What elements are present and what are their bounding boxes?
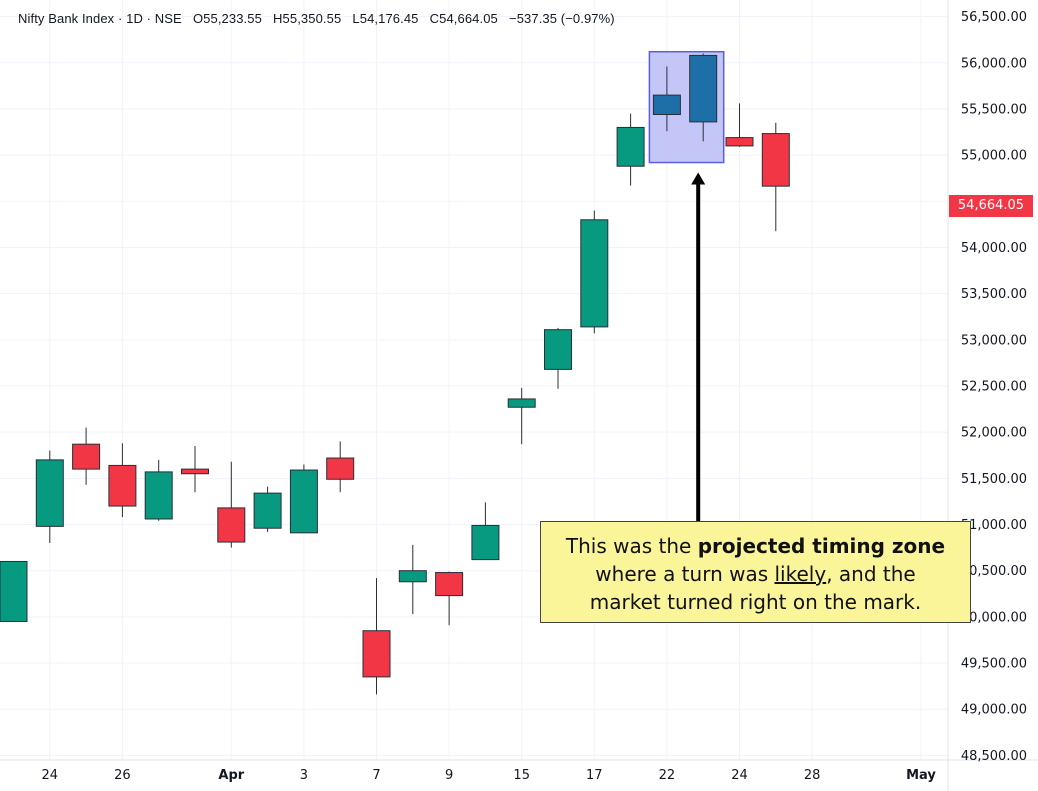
x-tick-label: 26 xyxy=(114,768,131,783)
candle-body xyxy=(435,572,464,597)
y-tick-label: 54,000.00 xyxy=(961,241,1027,256)
annotation-callout: This was the projected timing zone where… xyxy=(540,521,971,623)
candle xyxy=(253,486,282,532)
price-axis[interactable]: 56,500.0056,000.0055,500.0055,000.0054,5… xyxy=(961,10,1027,764)
annotation-arrow xyxy=(691,172,706,521)
candle-body xyxy=(362,630,391,678)
candle-body xyxy=(507,398,536,408)
candle xyxy=(507,387,536,445)
candle xyxy=(35,450,64,543)
candle xyxy=(362,578,391,695)
candle xyxy=(326,441,355,493)
symbol-title: Nifty Bank Index · 1D · NSE xyxy=(18,11,182,26)
candle-body xyxy=(72,443,101,470)
candle-body xyxy=(398,570,427,583)
y-tick-label: 53,500.00 xyxy=(961,287,1027,302)
y-tick-label: 50,000.00 xyxy=(961,610,1027,625)
x-tick-label: May xyxy=(906,768,936,783)
candle xyxy=(435,571,464,626)
callout-text-mid: where a turn was xyxy=(595,562,775,586)
candle-body xyxy=(0,560,28,622)
symbol-legend: Nifty Bank Index · 1D · NSE O55,233.55 H… xyxy=(18,11,615,26)
candle xyxy=(289,464,318,534)
x-tick-label: Apr xyxy=(218,768,244,783)
candle xyxy=(580,210,609,334)
candles-layer xyxy=(0,53,790,695)
y-tick-label: 52,500.00 xyxy=(961,380,1027,395)
candle xyxy=(72,427,101,485)
time-axis[interactable]: 24 26 Apr 3 7 9 15 17 22 24 28 May xyxy=(42,768,937,783)
candle xyxy=(144,459,173,521)
close-value: C54,664.05 xyxy=(429,11,498,26)
high-value: H55,350.55 xyxy=(273,11,342,26)
callout-text-pre: This was the xyxy=(565,534,698,558)
candle-body xyxy=(689,54,718,123)
y-tick-label: 49,000.00 xyxy=(961,703,1027,718)
candle xyxy=(761,122,790,232)
x-tick-label: 15 xyxy=(513,768,530,783)
candle-body xyxy=(616,126,645,167)
x-tick-label: 3 xyxy=(300,768,308,783)
x-tick-label: 28 xyxy=(804,768,821,783)
candle-body xyxy=(35,459,64,527)
y-tick-label: 56,000.00 xyxy=(961,56,1027,71)
candle-body xyxy=(217,507,246,543)
candle-body xyxy=(144,471,173,520)
y-tick-label: 53,000.00 xyxy=(961,333,1027,348)
candle xyxy=(181,446,209,493)
candle-body xyxy=(652,94,681,116)
x-tick-label: 22 xyxy=(659,768,676,783)
y-tick-label: 55,500.00 xyxy=(961,102,1027,117)
candle-body xyxy=(471,524,500,561)
x-tick-label: 24 xyxy=(731,768,748,783)
change-value: −537.35 (−0.97%) xyxy=(509,11,615,26)
candle xyxy=(217,461,246,548)
y-tick-label: 50,500.00 xyxy=(961,564,1027,579)
candle-body xyxy=(181,468,209,475)
y-tick-label: 51,000.00 xyxy=(961,518,1027,533)
y-tick-label: 48,500.00 xyxy=(961,749,1027,764)
arrow-head xyxy=(691,172,706,185)
callout-text-underlined: likely xyxy=(774,562,827,586)
candle xyxy=(616,113,645,186)
callout-text-post: , and the xyxy=(826,562,916,586)
x-tick-label: 7 xyxy=(372,768,380,783)
candle-body xyxy=(544,329,572,370)
y-tick-label: 51,500.00 xyxy=(961,472,1027,487)
y-tick-label: 49,500.00 xyxy=(961,657,1027,672)
callout-text-bold: projected timing zone xyxy=(697,534,946,558)
x-tick-label: 9 xyxy=(445,768,453,783)
candle-body xyxy=(108,464,137,507)
open-value: O55,233.55 xyxy=(192,11,262,26)
candle-body xyxy=(253,492,282,529)
candle xyxy=(108,443,137,518)
candle xyxy=(471,502,500,561)
y-tick-label: 55,000.00 xyxy=(961,149,1027,164)
candle xyxy=(544,327,572,389)
candle xyxy=(0,560,28,622)
x-tick-label: 17 xyxy=(586,768,603,783)
candle-body xyxy=(289,469,318,534)
candle-body xyxy=(326,457,355,480)
current-price-tag: 54,664.05 xyxy=(949,195,1033,217)
candle xyxy=(652,66,681,132)
candle xyxy=(725,103,754,147)
y-tick-label: 56,500.00 xyxy=(961,10,1027,25)
candle xyxy=(398,544,427,615)
candle xyxy=(689,53,718,142)
x-tick-label: 24 xyxy=(42,768,59,783)
candle-body xyxy=(761,133,790,187)
low-value: L54,176.45 xyxy=(352,11,419,26)
y-tick-label: 52,000.00 xyxy=(961,426,1027,441)
candle-body xyxy=(725,137,754,147)
callout-text-line3: market turned right on the mark. xyxy=(589,590,922,614)
candle-body xyxy=(580,219,609,328)
